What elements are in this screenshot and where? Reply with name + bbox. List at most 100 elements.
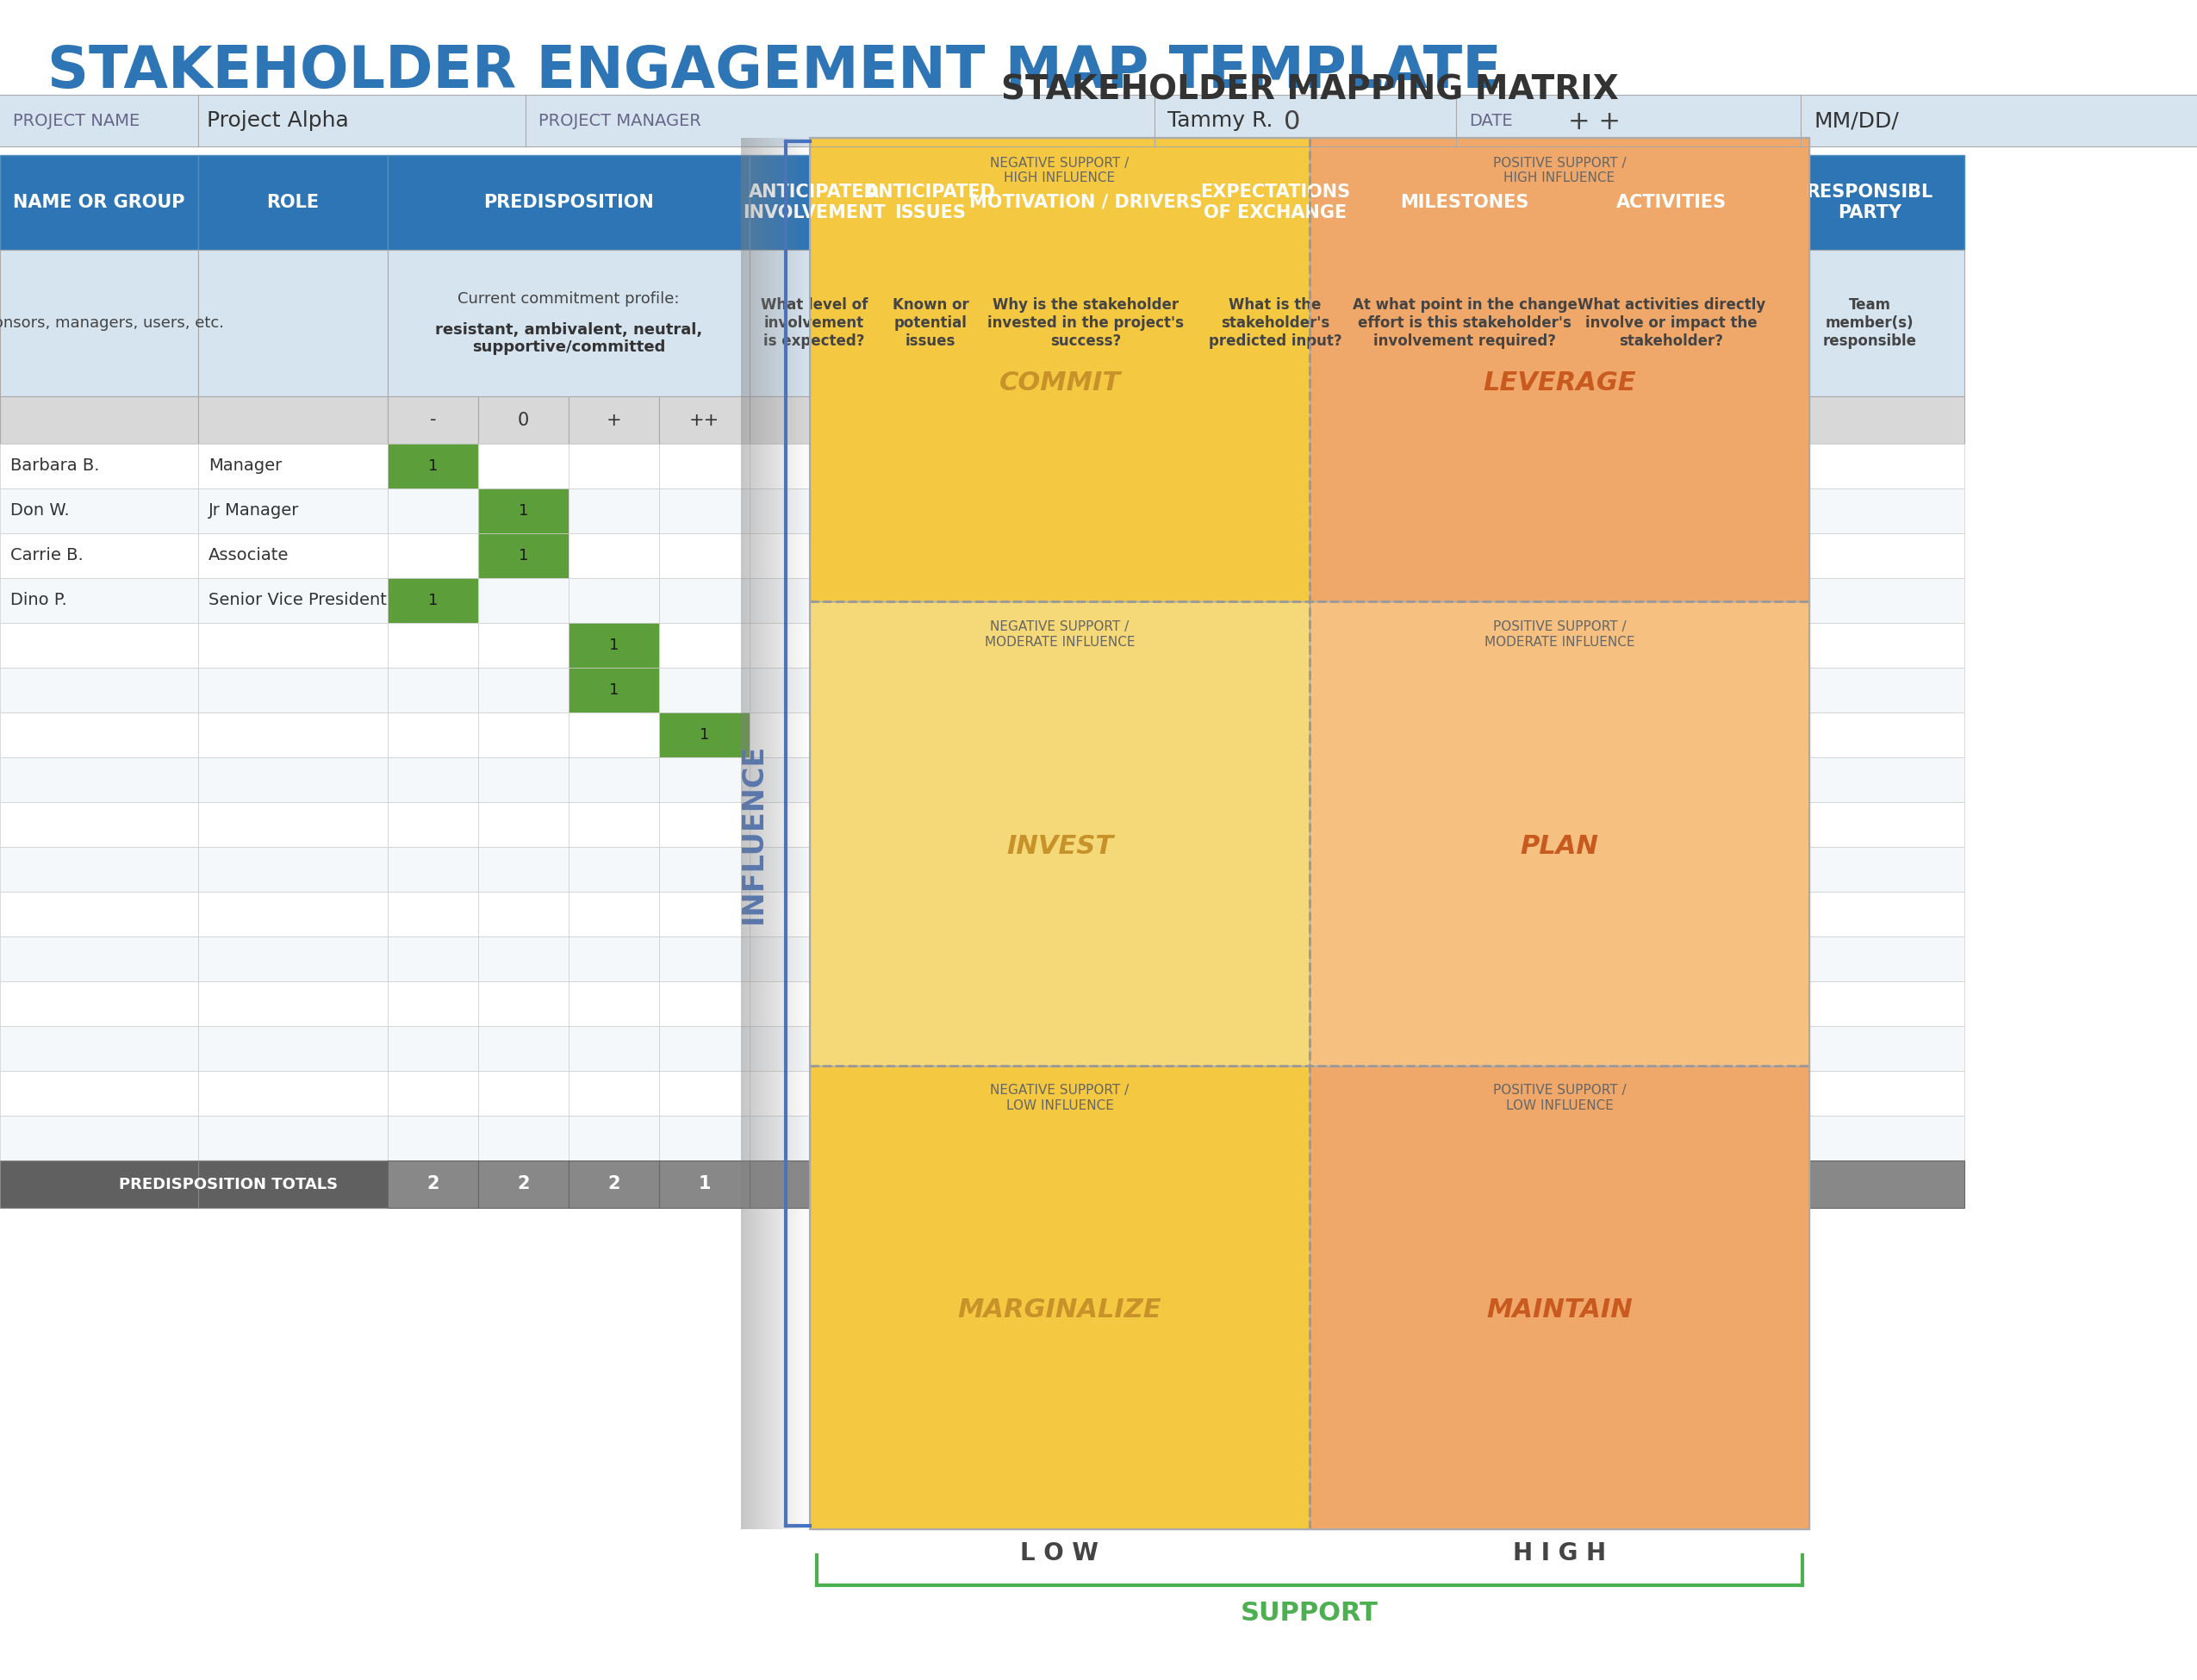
Bar: [879, 892, 982, 936]
Bar: [1362, 801, 1569, 847]
Text: L O W: L O W: [1022, 1541, 1098, 1566]
Bar: [659, 578, 749, 623]
Bar: [198, 667, 387, 712]
Text: Sponsors, managers, users, etc.: Sponsors, managers, users, etc.: [0, 316, 224, 331]
Text: Current commitment profile:: Current commitment profile:: [457, 291, 679, 307]
Bar: [811, 1065, 1309, 1529]
Bar: [1569, 533, 1775, 578]
Bar: [749, 847, 879, 892]
Text: STAKEHOLDER ENGAGEMENT MAP TEMPLATE: STAKEHOLDER ENGAGEMENT MAP TEMPLATE: [48, 44, 1501, 99]
Bar: [1362, 155, 1569, 250]
Bar: [0, 1116, 198, 1161]
Text: 2: 2: [516, 1176, 529, 1193]
Text: RESPONSIBL
PARTY: RESPONSIBL PARTY: [1806, 183, 1933, 222]
Bar: [387, 1116, 479, 1161]
Text: +: +: [606, 412, 622, 428]
Bar: [659, 847, 749, 892]
Bar: [479, 936, 569, 981]
Text: DATE: DATE: [1470, 113, 1512, 129]
Bar: [479, 667, 569, 712]
Bar: [387, 712, 479, 758]
Text: ROLE: ROLE: [266, 193, 319, 212]
Bar: [1569, 892, 1775, 936]
Bar: [1569, 578, 1775, 623]
Bar: [1775, 623, 1964, 667]
Bar: [1189, 712, 1362, 758]
Bar: [659, 396, 749, 444]
Bar: [0, 892, 198, 936]
Bar: [198, 533, 387, 578]
Bar: [749, 1161, 879, 1208]
Bar: [1775, 444, 1964, 489]
Text: 1: 1: [699, 727, 710, 743]
Bar: [0, 444, 198, 489]
Bar: [198, 1026, 387, 1070]
Bar: [749, 155, 879, 250]
Bar: [982, 801, 1189, 847]
Bar: [1189, 758, 1362, 801]
Bar: [387, 155, 749, 250]
Bar: [479, 1161, 569, 1208]
Bar: [982, 1026, 1189, 1070]
Bar: [1189, 1161, 1362, 1208]
Text: Dino P.: Dino P.: [11, 593, 66, 608]
Bar: [1569, 250, 1775, 396]
Text: 0: 0: [518, 412, 529, 428]
Bar: [1362, 936, 1569, 981]
Bar: [479, 623, 569, 667]
Bar: [1775, 1116, 1964, 1161]
Text: Barbara B.: Barbara B.: [11, 459, 99, 474]
Bar: [982, 623, 1189, 667]
Text: NEGATIVE SUPPORT /
HIGH INFLUENCE: NEGATIVE SUPPORT / HIGH INFLUENCE: [991, 156, 1129, 185]
Bar: [659, 623, 749, 667]
Bar: [479, 981, 569, 1026]
Bar: [0, 250, 198, 396]
Bar: [1775, 892, 1964, 936]
Bar: [1309, 601, 1810, 1065]
Bar: [0, 847, 198, 892]
Bar: [1362, 667, 1569, 712]
Bar: [569, 444, 659, 489]
Text: 1: 1: [699, 1176, 710, 1193]
Text: POSITIVE SUPPORT /
LOW INFLUENCE: POSITIVE SUPPORT / LOW INFLUENCE: [1492, 1084, 1626, 1112]
Text: 1: 1: [428, 459, 437, 474]
Bar: [198, 1161, 387, 1208]
Bar: [198, 1070, 387, 1116]
Bar: [1189, 533, 1362, 578]
Bar: [1362, 981, 1569, 1026]
Bar: [0, 1161, 387, 1208]
Bar: [659, 801, 749, 847]
Bar: [0, 981, 198, 1026]
Bar: [982, 712, 1189, 758]
Bar: [198, 936, 387, 981]
Text: What activities directly
involve or impact the
stakeholder?: What activities directly involve or impa…: [1577, 297, 1766, 349]
Bar: [1775, 981, 1964, 1026]
Bar: [0, 1026, 198, 1070]
Bar: [1569, 981, 1775, 1026]
Bar: [749, 533, 879, 578]
Bar: [1775, 1161, 1964, 1208]
Bar: [749, 444, 879, 489]
Bar: [982, 981, 1189, 1026]
Bar: [982, 1161, 1189, 1208]
Bar: [1189, 1116, 1362, 1161]
Text: + +: + +: [1569, 109, 1619, 134]
Bar: [982, 489, 1189, 533]
Bar: [0, 623, 198, 667]
Bar: [198, 578, 387, 623]
Bar: [569, 578, 659, 623]
Bar: [0, 758, 198, 801]
Bar: [811, 138, 1810, 1529]
Bar: [879, 489, 982, 533]
Text: 1: 1: [609, 637, 620, 654]
Bar: [569, 1026, 659, 1070]
Bar: [479, 1026, 569, 1070]
Bar: [569, 712, 659, 758]
Bar: [982, 936, 1189, 981]
Bar: [0, 936, 198, 981]
Text: MILESTONES: MILESTONES: [1399, 193, 1529, 212]
Bar: [879, 936, 982, 981]
Bar: [1189, 396, 1362, 444]
Bar: [749, 758, 879, 801]
Bar: [1189, 801, 1362, 847]
